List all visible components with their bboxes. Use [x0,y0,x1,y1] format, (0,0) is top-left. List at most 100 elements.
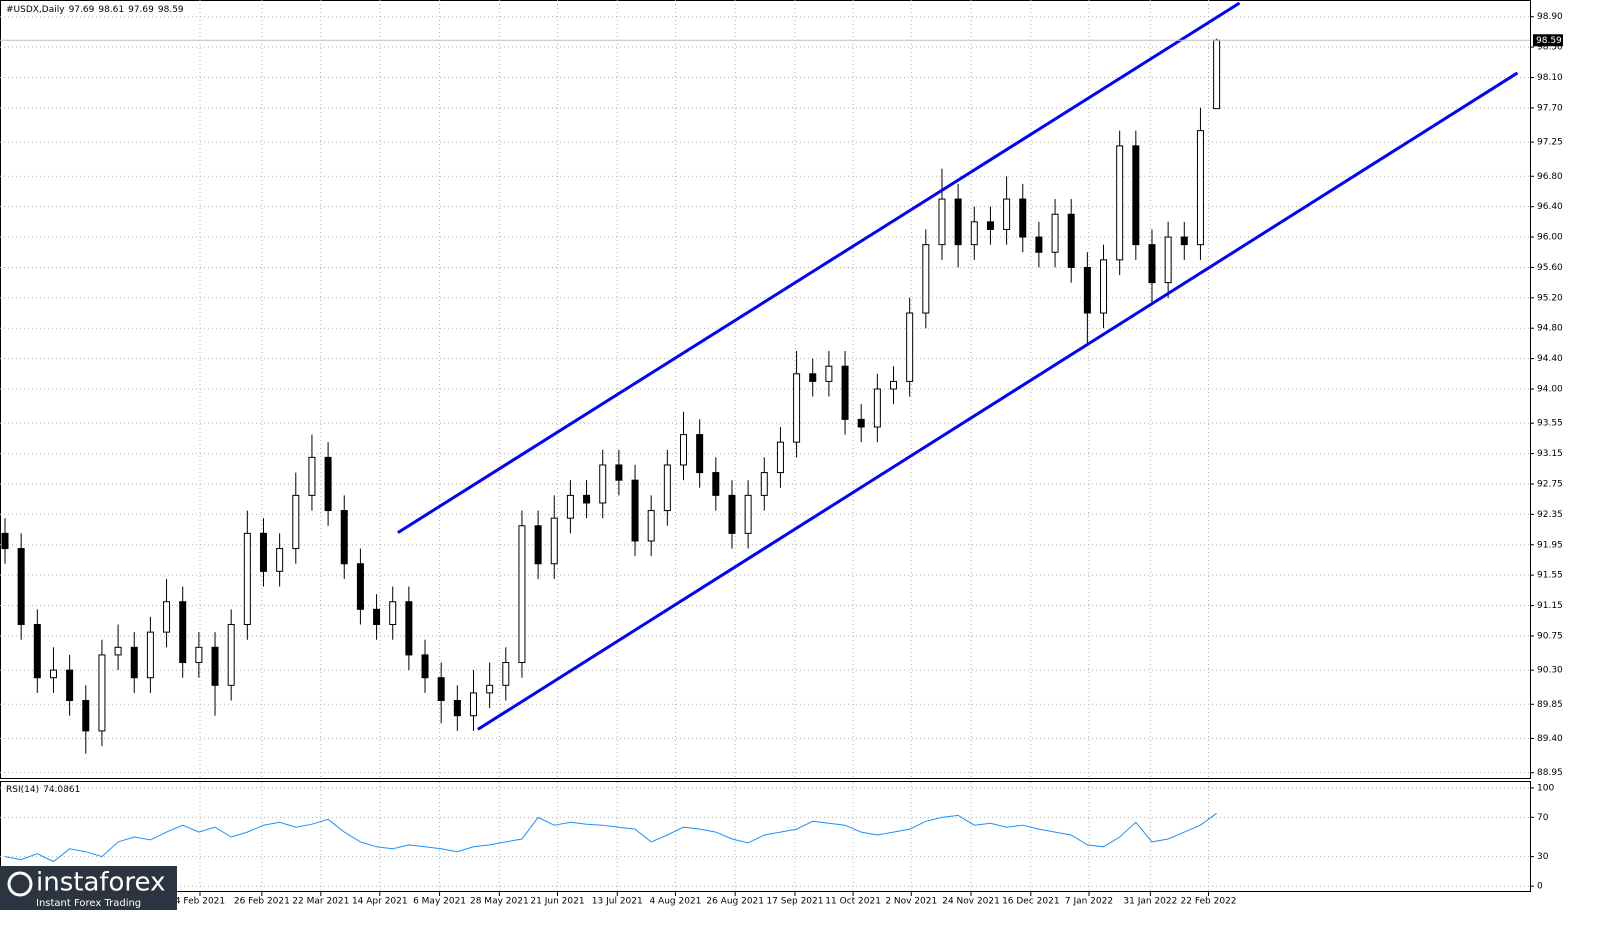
candle-body [227,624,235,686]
candle-body [744,494,752,534]
y-tick-label: 96.00 [1537,233,1563,243]
y-tick-label: 90.75 [1537,631,1563,641]
candle-body [502,662,510,686]
candle-body [308,456,316,496]
y-tick-label: 90.30 [1537,666,1563,676]
x-tick-label: 22 Feb 2022 [1181,897,1237,907]
low: 97.69 [128,5,154,15]
candle-body [566,494,574,519]
candle-body [373,608,381,626]
y-tick-label: 98.10 [1537,73,1563,83]
candle-body [1019,198,1027,238]
candle-body [970,221,978,246]
candle-body [33,624,41,679]
close: 98.59 [158,5,184,15]
candle-body [1164,236,1172,284]
x-tick-label: 21 Jun 2021 [530,897,584,907]
candle-body [421,654,429,679]
candle-body [82,700,90,732]
x-tick-label: 2 Nov 2021 [885,897,937,907]
y-tick-label: 94.00 [1537,385,1563,395]
x-tick-label: 6 May 2021 [413,897,466,907]
rsi-panel [0,781,1531,892]
y-tick-label: 93.55 [1537,419,1563,429]
candle-body [712,472,720,496]
candle-body [259,532,267,572]
high: 98.61 [98,5,124,15]
y-tick-label: 94.40 [1537,354,1563,364]
candle-body [663,464,671,512]
candle-body [986,221,994,230]
x-tick-label: 24 Nov 2021 [942,897,1000,907]
x-tick-label: 7 Jan 2022 [1065,897,1113,907]
candle-body [550,517,558,565]
candle-body [66,669,74,702]
candle-body [195,646,203,664]
candle-body [518,525,526,664]
candle-body [389,601,397,626]
candle-body [243,532,251,626]
candle-body [486,684,494,694]
y-tick-label: 94.80 [1537,324,1563,334]
candle-body [17,548,25,626]
y-tick-label: 89.40 [1537,734,1563,744]
candle-body [292,494,300,550]
candle-body [469,692,477,717]
candle-body [1003,198,1011,230]
candle-body [49,669,57,679]
y-tick-label: 93.15 [1537,449,1563,459]
candle-body [760,472,768,496]
candle-body [405,601,413,656]
rsi-name: RSI(14) [6,785,39,795]
open: 97.69 [69,5,95,15]
y-tick-label: 91.55 [1537,571,1563,581]
channel-line [397,1,1241,534]
x-tick-label: 26 Feb 2021 [234,897,290,907]
candle-body [583,494,591,504]
rsi-line [4,812,1217,863]
x-tick-label: 13 Jul 2021 [592,897,643,907]
symbol: #USDX,Daily [6,5,65,15]
y-tick-label: 91.15 [1537,601,1563,611]
candle-body [647,510,655,542]
candle-body [615,464,623,481]
candle-body [146,631,154,679]
y-tick-label: 92.75 [1537,479,1563,489]
candle-body [873,388,881,428]
candle-body [1100,259,1108,314]
candle-body [728,494,736,534]
candle-body [1035,236,1043,253]
last-price-label: 98.59 [1536,36,1562,46]
candle-body [453,700,461,717]
rsi-tick-label: 30 [1537,852,1549,862]
candle-body [922,244,930,314]
logo-text: instaforex [36,868,165,898]
candle-body [130,646,138,679]
candle-body [1067,213,1075,268]
candle-body [1213,39,1221,110]
candle-body [1051,213,1059,253]
y-tick-label: 97.25 [1537,138,1563,148]
candle-body [857,418,865,428]
candle-body [1083,266,1091,314]
x-tick-label: 26 Aug 2021 [706,897,764,907]
channel-line [477,71,1519,731]
candle-body [631,479,639,542]
candle-body [324,456,332,512]
rsi-tick-label: 100 [1537,783,1554,793]
candle-body [890,380,898,390]
candle-body [1116,145,1124,261]
y-tick-label: 95.20 [1537,293,1563,303]
candle-body [1,532,9,550]
x-tick-label: 22 Mar 2021 [292,897,349,907]
y-tick-label: 89.85 [1537,700,1563,710]
x-tick-label: 4 Aug 2021 [649,897,701,907]
candle-body [680,434,688,466]
x-tick-label: 16 Dec 2021 [1002,897,1060,907]
candle-body [599,464,607,504]
candle-body [793,373,801,443]
candle-body [938,198,946,246]
candle-body [1196,130,1204,246]
y-tick-label: 91.95 [1537,540,1563,550]
